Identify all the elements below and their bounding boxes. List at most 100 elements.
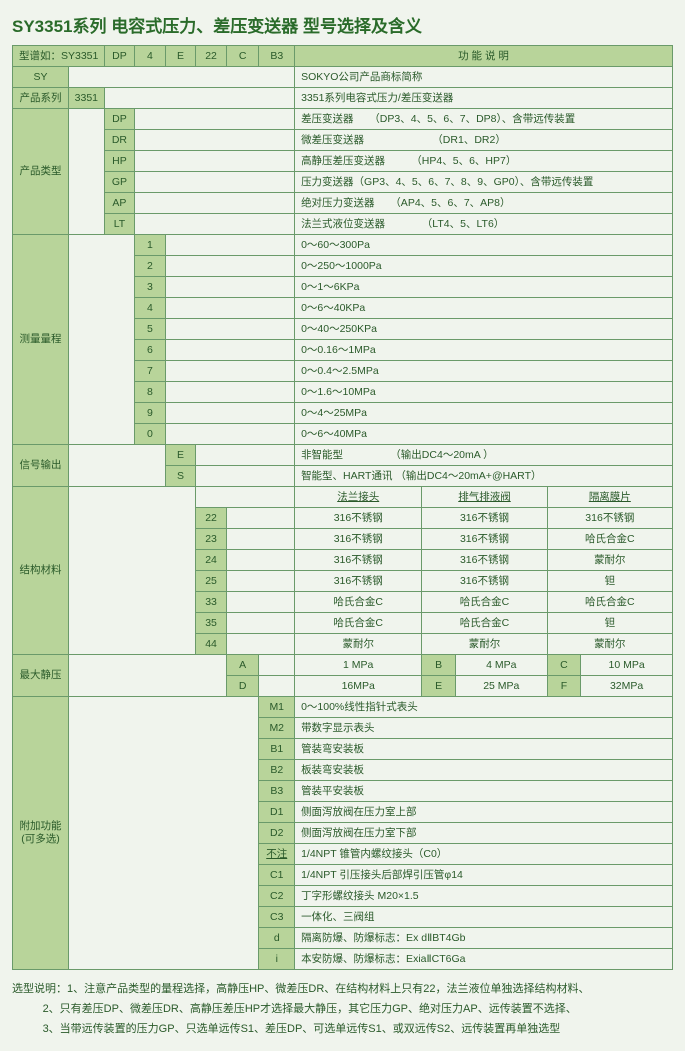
signal-code-0: E — [165, 445, 196, 466]
mat-c-6: 44 — [196, 634, 227, 655]
mat-c-0: 22 — [196, 508, 227, 529]
st-c: C — [547, 655, 581, 676]
selection-table: 型谱如：SY3351 DP 4 E 22 C B3 功 能 说 明 SY SOK… — [12, 45, 673, 970]
range-code-6: 7 — [135, 361, 166, 382]
mat-1b: 316不锈钢 — [422, 529, 547, 550]
series-code: 3351 — [69, 88, 105, 109]
st-d: D — [226, 676, 259, 697]
ex-c-3: B2 — [259, 760, 295, 781]
selection-notes: 选型说明：1、注意产品类型的量程选择，高静压HP、微差压DR、在结构材料上只有2… — [12, 980, 673, 1039]
ex-d-6: 侧面泻放阀在压力室下部 — [295, 823, 673, 844]
range-desc-3: 0～6～40KPa — [295, 298, 673, 319]
st-dv: 16MPa — [295, 676, 422, 697]
mat-c-4: 33 — [196, 592, 227, 613]
mat-5a: 哈氏合金C — [295, 613, 422, 634]
page-title: SY3351系列 电容式压力、差压变送器 型号选择及含义 — [12, 12, 673, 37]
func-label: 功 能 说 明 — [295, 46, 673, 67]
hdr-c: C — [226, 46, 259, 67]
mat-c-1: 23 — [196, 529, 227, 550]
mat-h1: 排气排液阀 — [422, 487, 547, 508]
mat-h0: 法兰接头 — [295, 487, 422, 508]
mat-0b: 316不锈钢 — [422, 508, 547, 529]
range-code-5: 6 — [135, 340, 166, 361]
ex-d-0: 0～100%线性指针式表头 — [295, 697, 673, 718]
mat-c-2: 24 — [196, 550, 227, 571]
ex-d-11: 隔离防爆、防爆标志：Ex dⅡBT4Gb — [295, 928, 673, 949]
mat-2b: 316不锈钢 — [422, 550, 547, 571]
st-b: B — [422, 655, 456, 676]
range-code-3: 4 — [135, 298, 166, 319]
range-desc-8: 0～4～25MPa — [295, 403, 673, 424]
ex-c-7: 不注 — [259, 844, 295, 865]
st-a: A — [226, 655, 259, 676]
mat-3c: 钽 — [547, 571, 672, 592]
range-desc-0: 0～60～300Pa — [295, 235, 673, 256]
type-code-0: DP — [104, 109, 135, 130]
range-code-2: 3 — [135, 277, 166, 298]
range-code-0: 1 — [135, 235, 166, 256]
ex-d-12: 本安防爆、防爆标志：ExiaⅡCT6Ga — [295, 949, 673, 970]
range-desc-7: 0～1.6～10MPa — [295, 382, 673, 403]
signal-desc-0: 非智能型 （输出DC4～20mA ） — [295, 445, 673, 466]
type-code-2: HP — [104, 151, 135, 172]
extra-label: 附加功能(可多选) — [13, 697, 69, 970]
mat-5b: 哈氏合金C — [422, 613, 547, 634]
static-label: 最大静压 — [13, 655, 69, 697]
st-fv: 32MPa — [581, 676, 673, 697]
st-av: 1 MPa — [295, 655, 422, 676]
mat-0a: 316不锈钢 — [295, 508, 422, 529]
mat-6c: 蒙耐尔 — [547, 634, 672, 655]
hdr-b3: B3 — [259, 46, 295, 67]
ex-d-2: 管装弯安装板 — [295, 739, 673, 760]
mat-6b: 蒙耐尔 — [422, 634, 547, 655]
type-code-1: DR — [104, 130, 135, 151]
mat-3b: 316不锈钢 — [422, 571, 547, 592]
mat-1c: 哈氏合金C — [547, 529, 672, 550]
st-cv: 10 MPa — [581, 655, 673, 676]
signal-desc-1: 智能型、HART通讯 （输出DC4～20mA+@HART） — [295, 466, 673, 487]
ex-d-7: 1/4NPT 锥管内螺纹接头（C0） — [295, 844, 673, 865]
sy-code: SY — [13, 67, 69, 88]
mat-6a: 蒙耐尔 — [295, 634, 422, 655]
st-ev: 25 MPa — [455, 676, 547, 697]
ex-c-1: M2 — [259, 718, 295, 739]
hdr-e: E — [165, 46, 196, 67]
ex-c-2: B1 — [259, 739, 295, 760]
mat-c-5: 35 — [196, 613, 227, 634]
range-code-9: 0 — [135, 424, 166, 445]
range-desc-1: 0～250～1000Pa — [295, 256, 673, 277]
hdr-22: 22 — [196, 46, 227, 67]
st-e: E — [422, 676, 456, 697]
type-desc-1: 微差压变送器 （DR1、DR2） — [295, 130, 673, 151]
mat-2a: 316不锈钢 — [295, 550, 422, 571]
st-f: F — [547, 676, 581, 697]
series-label: 产品系列 — [13, 88, 69, 109]
range-desc-4: 0～40～250KPa — [295, 319, 673, 340]
range-desc-6: 0～0.4～2.5MPa — [295, 361, 673, 382]
model-example-label: 型谱如：SY3351 — [13, 46, 105, 67]
mat-5c: 钽 — [547, 613, 672, 634]
range-label: 测量量程 — [13, 235, 69, 445]
range-code-1: 2 — [135, 256, 166, 277]
hdr-dp: DP — [104, 46, 135, 67]
range-desc-5: 0～0.16～1MPa — [295, 340, 673, 361]
ex-c-4: B3 — [259, 781, 295, 802]
ex-d-5: 侧面泻放阀在压力室上部 — [295, 802, 673, 823]
ex-c-6: D2 — [259, 823, 295, 844]
ex-c-5: D1 — [259, 802, 295, 823]
ex-d-1: 带数字显示表头 — [295, 718, 673, 739]
type-desc-4: 绝对压力变送器 （AP4、5、6、7、AP8） — [295, 193, 673, 214]
mat-1a: 316不锈钢 — [295, 529, 422, 550]
ex-d-8: 1/4NPT 引压接头后部焊引压管φ14 — [295, 865, 673, 886]
st-bv: 4 MPa — [455, 655, 547, 676]
ex-d-4: 管装平安装板 — [295, 781, 673, 802]
ex-c-9: C2 — [259, 886, 295, 907]
ex-d-9: 丁字形螺纹接头 M20×1.5 — [295, 886, 673, 907]
type-desc-0: 差压变送器 （DP3、4、5、6、7、DP8）、含带远传装置 — [295, 109, 673, 130]
type-desc-2: 高静压差压变送器 （HP4、5、6、HP7） — [295, 151, 673, 172]
ex-c-8: C1 — [259, 865, 295, 886]
mat-4c: 哈氏合金C — [547, 592, 672, 613]
ex-c-0: M1 — [259, 697, 295, 718]
ex-d-3: 板装弯安装板 — [295, 760, 673, 781]
mat-3a: 316不锈钢 — [295, 571, 422, 592]
